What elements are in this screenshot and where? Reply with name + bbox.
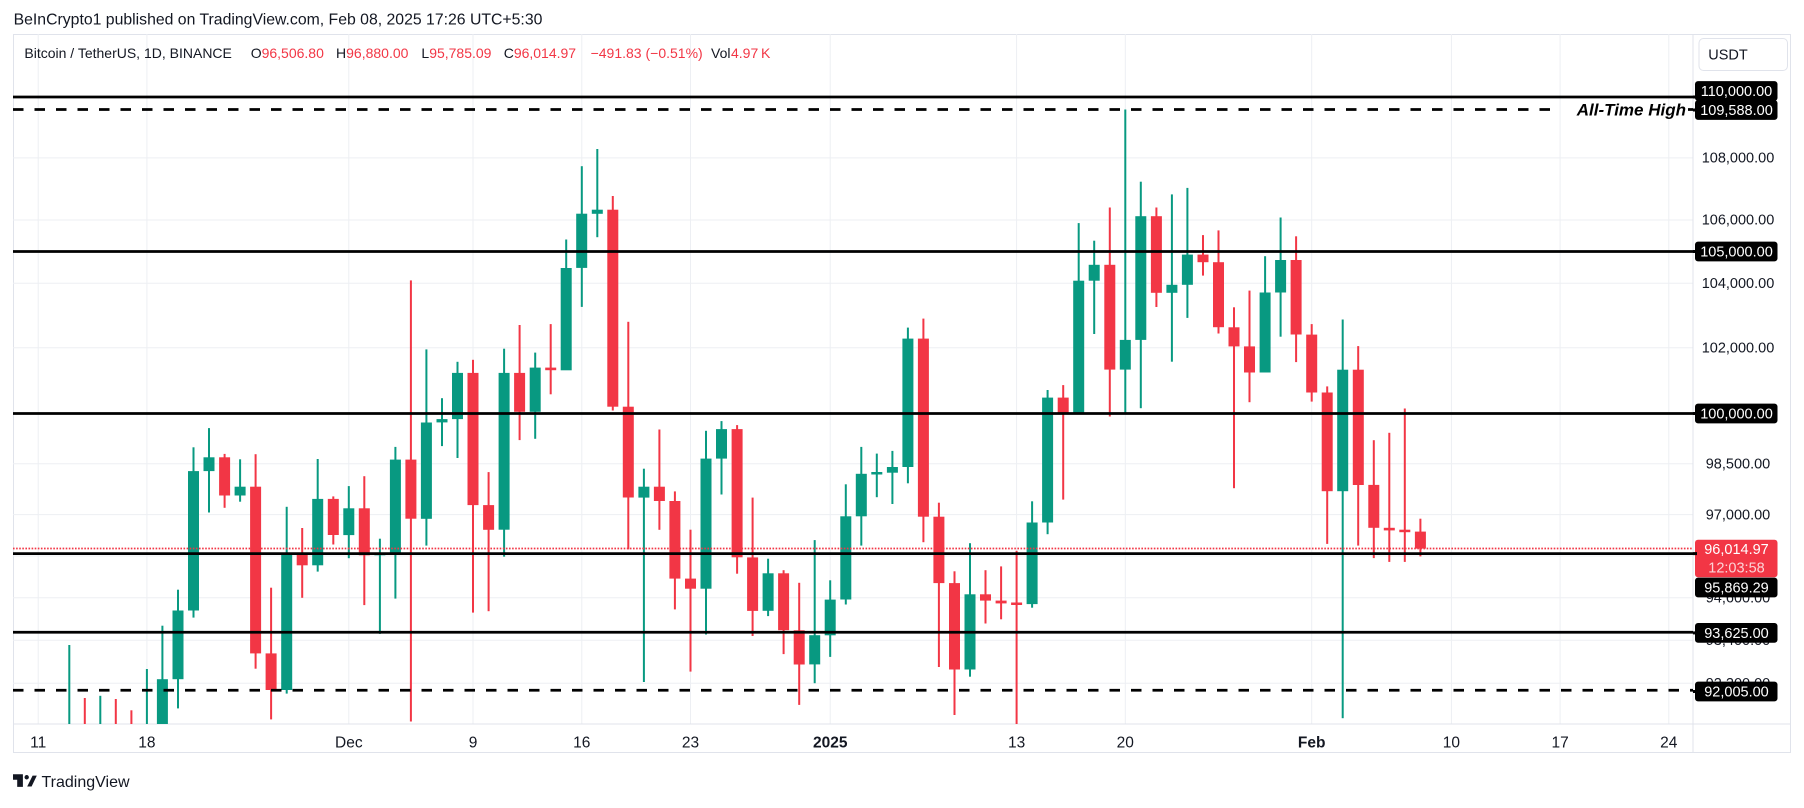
svg-text:Dec: Dec	[335, 735, 363, 752]
svg-text:106,000.00: 106,000.00	[1702, 213, 1775, 229]
svg-text:BeInCrypto1 published on Tradi: BeInCrypto1 published on TradingView.com…	[14, 12, 543, 29]
svg-text:102,000.00: 102,000.00	[1702, 340, 1775, 356]
svg-text:93,625.00: 93,625.00	[1704, 626, 1769, 642]
svg-text:92,005.00: 92,005.00	[1704, 684, 1769, 700]
svg-text:105,000.00: 105,000.00	[1700, 244, 1773, 260]
svg-text:17: 17	[1551, 735, 1568, 752]
svg-text:9: 9	[469, 735, 478, 752]
svg-text:20: 20	[1117, 735, 1135, 752]
svg-text:97,000.00: 97,000.00	[1706, 507, 1771, 523]
svg-text:16: 16	[573, 735, 590, 752]
svg-text:108,000.00: 108,000.00	[1702, 151, 1775, 167]
svg-text:TradingView: TradingView	[42, 774, 130, 791]
svg-text:98,500.00: 98,500.00	[1706, 456, 1771, 472]
svg-text:Bitcoin / TetherUS, 1D, BINANC: Bitcoin / TetherUS, 1D, BINANCE O96,506.8…	[24, 45, 771, 61]
svg-text:23: 23	[682, 735, 699, 752]
svg-text:Feb: Feb	[1298, 735, 1326, 752]
svg-text:13: 13	[1008, 735, 1025, 752]
svg-text:2025: 2025	[813, 735, 848, 752]
svg-text:10: 10	[1443, 735, 1461, 752]
svg-text:100,000.00: 100,000.00	[1700, 406, 1773, 422]
svg-text:110,000.00: 110,000.00	[1701, 84, 1773, 100]
svg-text:USDT: USDT	[1708, 48, 1748, 64]
svg-text:All-Time High: All-Time High	[1576, 100, 1686, 119]
svg-text:24: 24	[1660, 735, 1678, 752]
svg-text:12:03:58: 12:03:58	[1708, 560, 1764, 576]
svg-text:18: 18	[138, 735, 155, 752]
svg-text:104,000.00: 104,000.00	[1702, 276, 1775, 292]
svg-text:95,869.29: 95,869.29	[1704, 580, 1769, 596]
svg-text:96,014.97: 96,014.97	[1704, 542, 1769, 558]
svg-text:109,588.00: 109,588.00	[1700, 103, 1773, 119]
svg-text:11: 11	[30, 735, 46, 752]
